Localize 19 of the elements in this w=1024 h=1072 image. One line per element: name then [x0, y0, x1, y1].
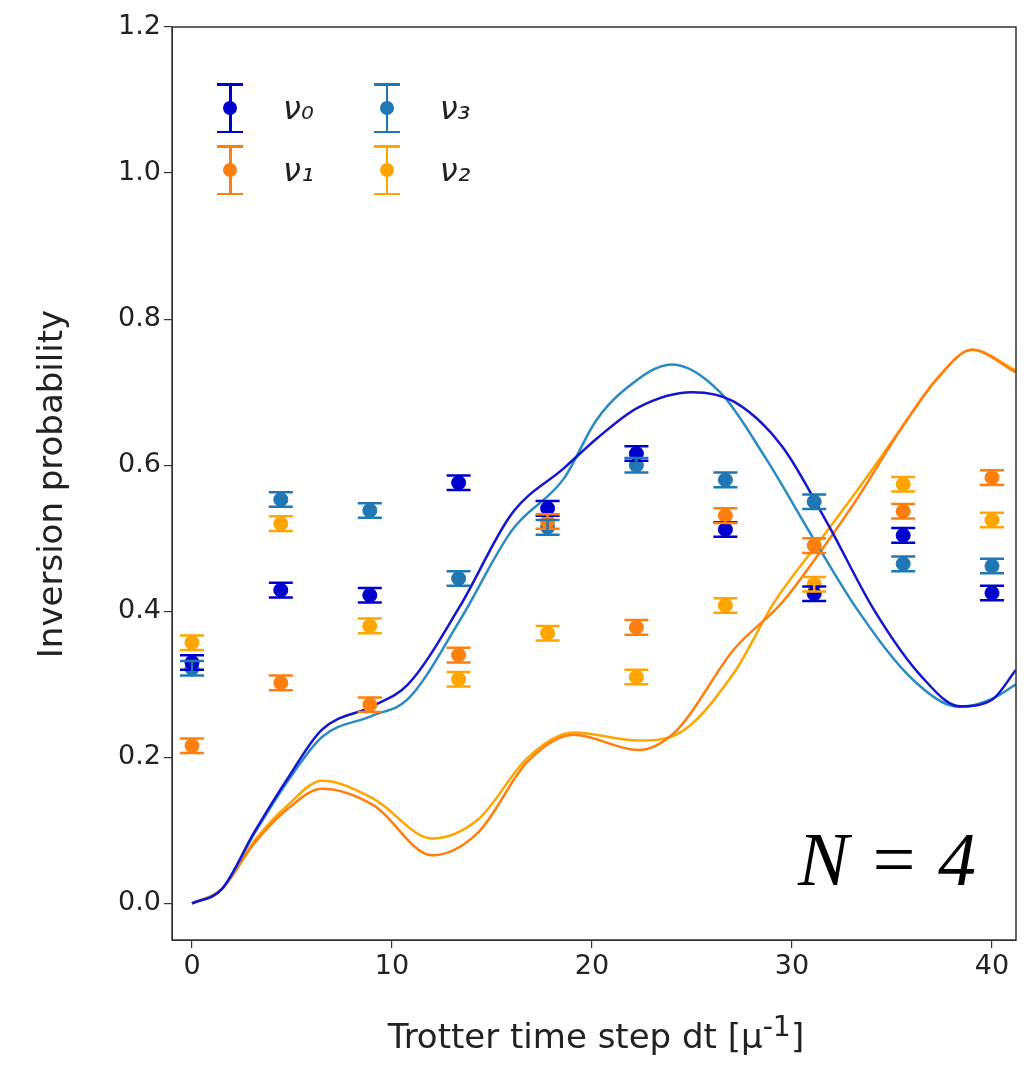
- x-tick-label: 0: [183, 949, 201, 981]
- y-tick-label: 1.2: [118, 9, 161, 41]
- y-tick-label: 0.4: [118, 593, 161, 625]
- x-tick-label: 40: [974, 949, 1010, 981]
- x-tick-label: 30: [774, 949, 810, 981]
- x-axis-title: Trotter time step dt [μ$^{-1}$]: [386, 1010, 806, 1057]
- legend-label: ν₁: [283, 151, 314, 189]
- legend-label: ν₃: [439, 89, 471, 127]
- y-axis-title: Inversion probability: [30, 309, 70, 658]
- y-tick-label: 0.8: [118, 301, 161, 333]
- legend-label: ν₂: [439, 151, 471, 189]
- y-tick-label: 1.0: [118, 155, 161, 187]
- y-tick-label: 0.6: [118, 447, 161, 479]
- y-tick-label: 0.2: [118, 739, 161, 771]
- x-tick-label: 10: [374, 949, 410, 981]
- annotation: N = 4: [797, 817, 976, 901]
- x-tick-label: 20: [574, 949, 610, 981]
- y-tick-label: 0.0: [118, 885, 161, 917]
- legend-label: ν₀: [283, 89, 314, 127]
